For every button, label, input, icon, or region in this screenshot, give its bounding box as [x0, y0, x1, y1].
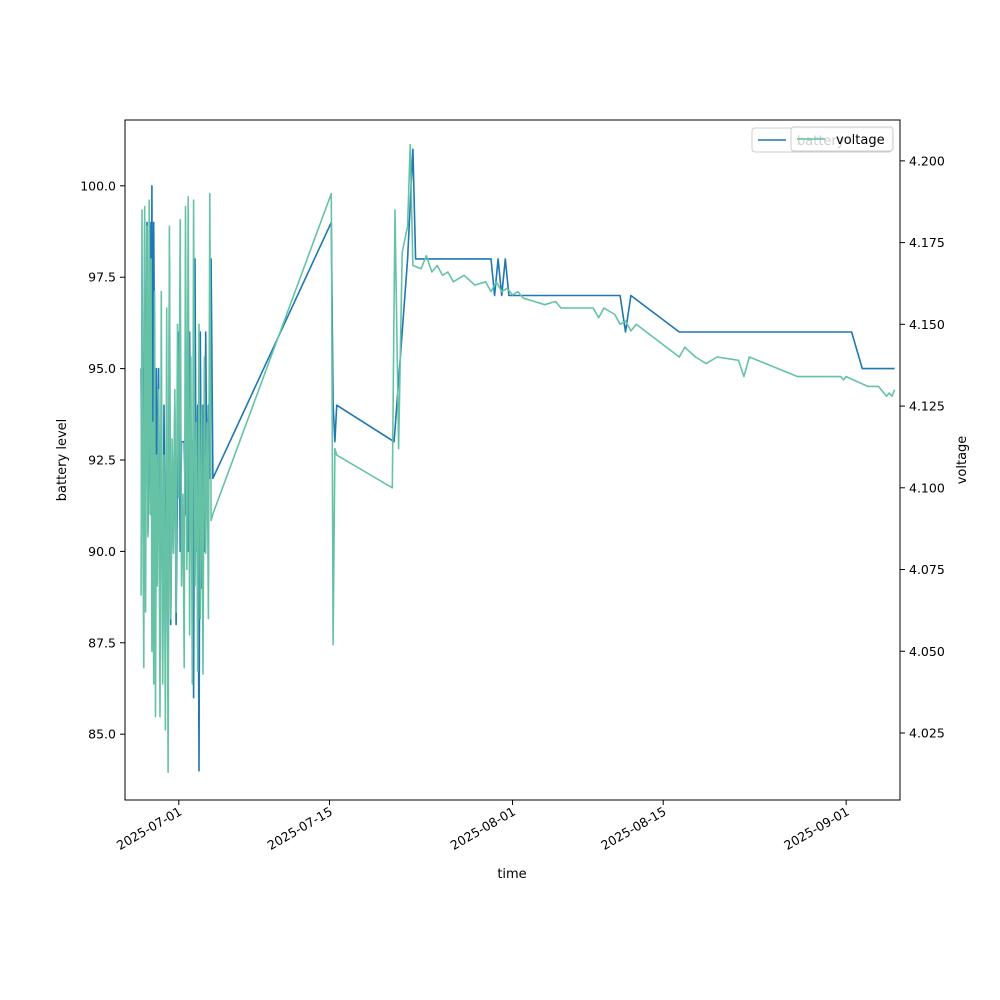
y-axis-right: 4.025 4.050 4.075 4.100 4.125 4.150 4.175 4.200	[900, 153, 945, 740]
legend-voltage-frame	[790, 126, 894, 152]
y-left-tick-label: 87.5	[88, 635, 116, 650]
y-left-tick-label: 90.0	[88, 544, 116, 559]
series-layer	[140, 143, 896, 774]
y-axis-right-label: voltage	[955, 436, 970, 485]
y-left-tick-label: 92.5	[88, 453, 116, 468]
y-left-tick-label: 85.0	[88, 727, 116, 742]
y-right-tick-label: 4.025	[909, 725, 945, 740]
y-right-tick-label: 4.125	[909, 399, 945, 414]
legend-voltage-label: voltage	[836, 133, 885, 148]
y-right-tick-label: 4.100	[909, 480, 945, 495]
y-left-tick-label: 100.0	[80, 178, 116, 193]
y-right-tick-label: 4.075	[909, 562, 945, 577]
y-left-tick-label: 97.5	[88, 270, 116, 285]
y-axis-left-label: battery level	[55, 419, 70, 502]
y-right-tick-label: 4.050	[909, 644, 945, 659]
series-line-voltage	[140, 143, 896, 774]
x-axis-label: time	[497, 867, 526, 882]
legend-voltage: voltage	[790, 126, 894, 152]
y-axis-left: 85.0 87.5 90.0 92.5 95.0 97.5 100.0	[80, 178, 125, 742]
y-right-tick-label: 4.175	[909, 235, 945, 250]
y-right-tick-label: 4.150	[909, 317, 945, 332]
y-right-tick-label: 4.200	[909, 153, 945, 168]
y-left-tick-label: 95.0	[88, 361, 116, 376]
